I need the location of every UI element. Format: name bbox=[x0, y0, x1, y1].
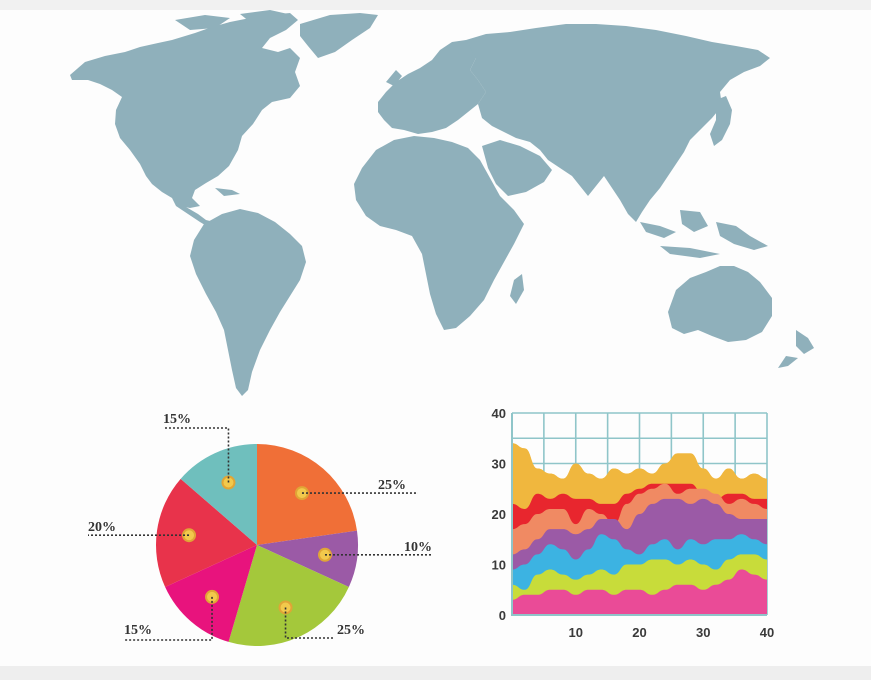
pie-callout-label: 25% bbox=[337, 623, 365, 638]
japan-shape bbox=[710, 96, 732, 146]
x-tick-label: 20 bbox=[632, 625, 646, 640]
x-tick-label: 10 bbox=[569, 625, 583, 640]
y-tick-label: 0 bbox=[499, 608, 506, 623]
pie-callout-label: 15% bbox=[163, 412, 191, 427]
central-america-shape bbox=[172, 188, 240, 228]
pie-slice bbox=[156, 478, 257, 587]
y-tick-label: 40 bbox=[492, 406, 506, 421]
africa-shape bbox=[354, 136, 524, 330]
pie-slice bbox=[180, 444, 257, 545]
new-zealand-shape bbox=[778, 330, 814, 368]
world-map-continents bbox=[70, 10, 814, 396]
area-series-fill bbox=[512, 569, 767, 615]
pie-slice bbox=[257, 530, 358, 587]
y-tick-label: 20 bbox=[492, 507, 506, 522]
pie-callout-label: 15% bbox=[124, 623, 152, 638]
area-grid bbox=[511, 412, 768, 616]
pie-callout-label: 20% bbox=[88, 520, 116, 535]
area-ticks: 0 10 20 30 40 10 20 30 40 bbox=[492, 406, 775, 640]
australia-shape bbox=[668, 266, 772, 342]
x-tick-label: 40 bbox=[760, 625, 774, 640]
north-america-shape bbox=[70, 13, 300, 208]
europe-shape bbox=[378, 40, 486, 134]
pie-callout-label: 10% bbox=[404, 540, 432, 555]
asia-shape bbox=[466, 24, 770, 222]
y-tick-label: 30 bbox=[492, 457, 506, 472]
south-america-shape bbox=[190, 209, 306, 396]
bottom-band bbox=[0, 666, 871, 680]
x-tick-label: 30 bbox=[696, 625, 710, 640]
arctic-islands-shape bbox=[175, 10, 378, 58]
y-tick-label: 10 bbox=[492, 558, 506, 573]
pie-callout-label: 25% bbox=[378, 478, 406, 493]
southeast-asia-islands-shape bbox=[640, 210, 768, 258]
pie-callout-leader bbox=[124, 596, 213, 641]
arabia-shape bbox=[482, 140, 552, 196]
pie-callouts: 25% 10% 25% 15% 20% 15% bbox=[88, 412, 432, 641]
chart-axes bbox=[511, 413, 767, 616]
madagascar-shape bbox=[510, 274, 524, 304]
top-band bbox=[0, 0, 871, 10]
pie-slice bbox=[228, 545, 349, 646]
